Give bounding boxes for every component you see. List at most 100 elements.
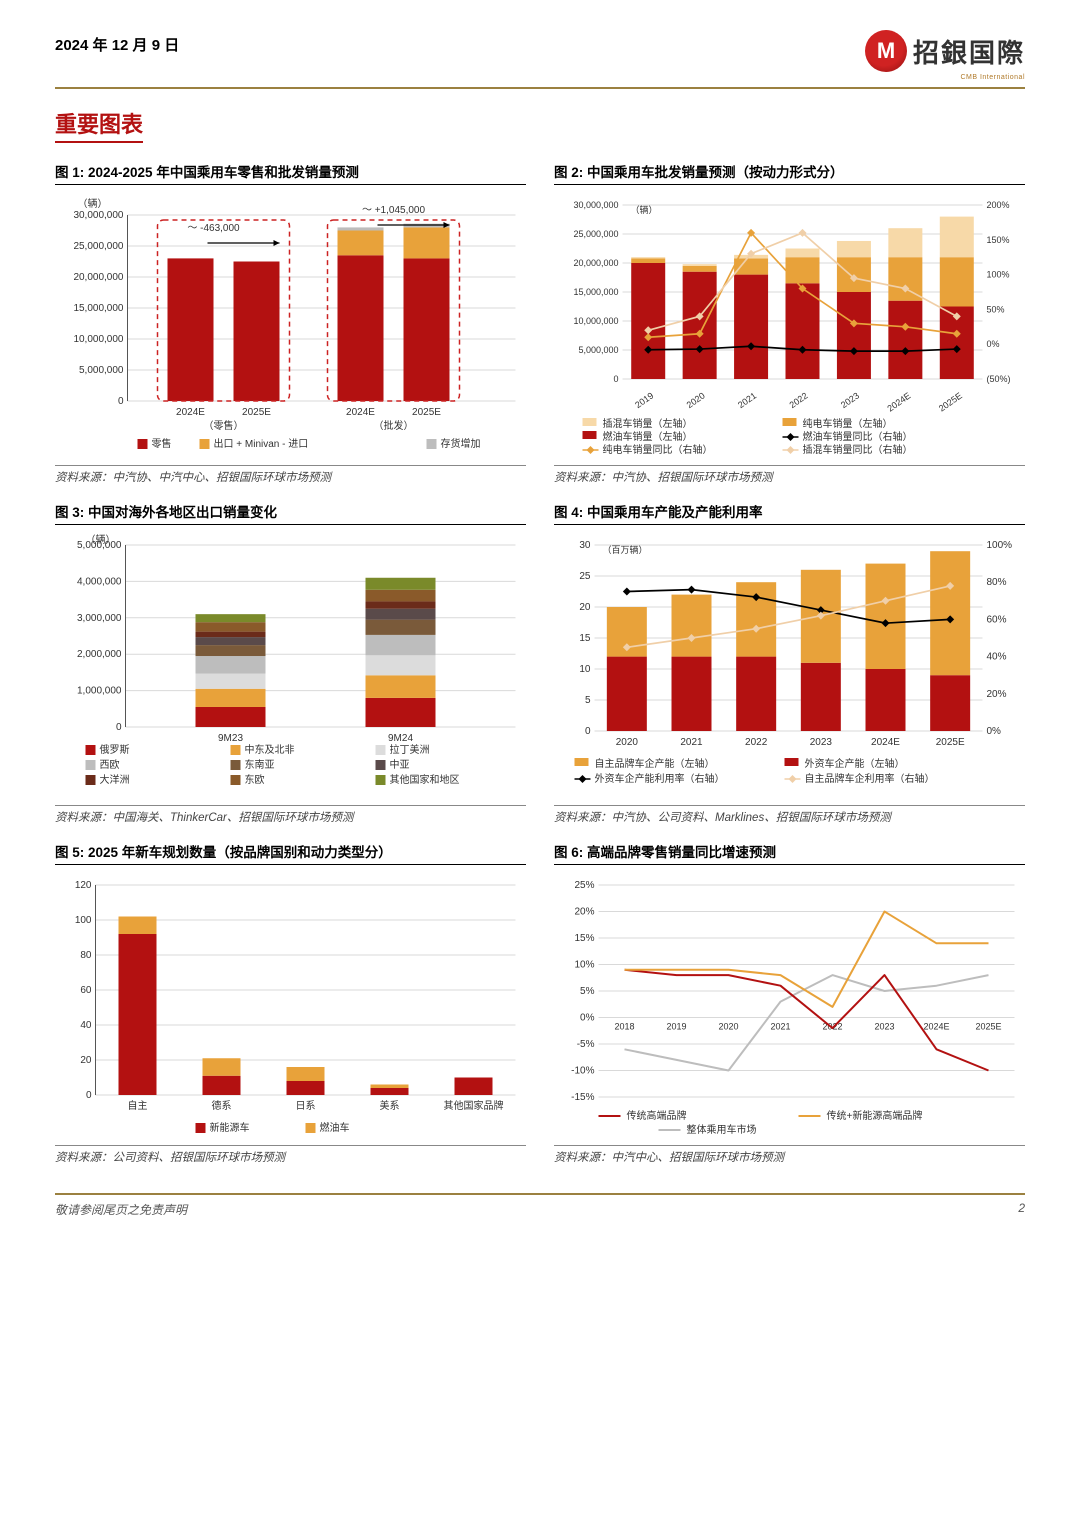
svg-text:20: 20 xyxy=(579,602,591,613)
svg-text:10,000,000: 10,000,000 xyxy=(73,334,123,345)
chart1-title: 图 1: 2024-2025 年中国乘用车零售和批发销量预测 xyxy=(55,161,526,185)
footer-right: 2 xyxy=(1018,1201,1025,1218)
svg-text:0%: 0% xyxy=(987,726,1002,737)
svg-text:2025E: 2025E xyxy=(936,737,965,748)
svg-text:中亚: 中亚 xyxy=(390,758,410,771)
svg-text:4,000,000: 4,000,000 xyxy=(77,576,122,587)
svg-text:5,000,000: 5,000,000 xyxy=(79,365,124,376)
svg-text:2024E: 2024E xyxy=(923,1022,949,1032)
svg-text:20,000,000: 20,000,000 xyxy=(73,272,123,283)
svg-text:2019: 2019 xyxy=(633,390,655,410)
svg-text:外资车企产能（左轴）: 外资车企产能（左轴） xyxy=(805,757,905,770)
svg-text:传统+新能源高端品牌: 传统+新能源高端品牌 xyxy=(827,1109,923,1122)
svg-text:20,000,000: 20,000,000 xyxy=(573,258,618,268)
svg-text:美系: 美系 xyxy=(380,1099,400,1112)
svg-text:50%: 50% xyxy=(987,304,1005,314)
svg-text:东南亚: 东南亚 xyxy=(245,758,275,771)
svg-text:80: 80 xyxy=(80,950,92,961)
chart6-title: 图 6: 高端品牌零售销量同比增速预测 xyxy=(554,841,1025,865)
svg-text:2021: 2021 xyxy=(770,1022,790,1032)
svg-text:80%: 80% xyxy=(987,577,1007,588)
svg-text:拉丁美洲: 拉丁美洲 xyxy=(390,743,430,756)
svg-text:中东及北非: 中东及北非 xyxy=(245,743,295,756)
svg-text:整体乘用车市场: 整体乘用车市场 xyxy=(687,1123,757,1136)
svg-text:-15%: -15% xyxy=(571,1092,594,1103)
svg-text:15: 15 xyxy=(579,633,591,644)
svg-text:120: 120 xyxy=(75,880,92,891)
chart2-title: 图 2: 中国乘用车批发销量预测（按动力形式分） xyxy=(554,161,1025,185)
svg-text:2020: 2020 xyxy=(685,390,707,410)
svg-text:200%: 200% xyxy=(987,200,1010,210)
chart1-source: 资料来源：中汽协、中汽中心、招银国际环球市场预测 xyxy=(55,465,526,485)
svg-text:2024E: 2024E xyxy=(346,407,375,418)
svg-text:2018: 2018 xyxy=(614,1022,634,1032)
header-rule xyxy=(55,87,1025,89)
page-date: 2024 年 12 月 9 日 xyxy=(55,30,179,55)
svg-text:5: 5 xyxy=(585,695,591,706)
svg-text:100%: 100% xyxy=(987,270,1010,280)
chart5-source: 资料来源：公司资料、招银国际环球市场预测 xyxy=(55,1145,526,1165)
svg-text:1,000,000: 1,000,000 xyxy=(77,686,122,697)
svg-text:25%: 25% xyxy=(574,880,594,891)
chart3: 01,000,0002,000,0003,000,0004,000,0005,0… xyxy=(55,531,526,801)
svg-text:2023: 2023 xyxy=(874,1022,894,1032)
svg-text:40: 40 xyxy=(80,1020,92,1031)
svg-text:（辆）: （辆） xyxy=(78,197,108,210)
svg-text:自主品牌车企利用率（右轴）: 自主品牌车企利用率（右轴） xyxy=(805,772,935,785)
svg-text:0: 0 xyxy=(118,396,124,407)
svg-text:30,000,000: 30,000,000 xyxy=(73,210,123,221)
svg-text:10,000,000: 10,000,000 xyxy=(573,316,618,326)
svg-text:2,000,000: 2,000,000 xyxy=(77,649,122,660)
svg-text:外资车企产能利用率（右轴）: 外资车企产能利用率（右轴） xyxy=(595,772,725,785)
svg-text:自主品牌车企产能（左轴）: 自主品牌车企产能（左轴） xyxy=(595,757,715,770)
svg-text:纯电车销量同比（右轴）: 纯电车销量同比（右轴） xyxy=(603,443,713,456)
svg-text:-5%: -5% xyxy=(577,1039,595,1050)
chart2-source: 资料来源：中汽协、招银国际环球市场预测 xyxy=(554,465,1025,485)
svg-text:20: 20 xyxy=(80,1055,92,1066)
svg-text:2021: 2021 xyxy=(736,390,758,410)
svg-text:2025E: 2025E xyxy=(937,390,964,413)
svg-text:其他国家和地区: 其他国家和地区 xyxy=(390,773,460,786)
chart5: 020406080100120自主德系日系美系其他国家品牌新能源车燃油车 xyxy=(55,871,526,1141)
svg-text:15,000,000: 15,000,000 xyxy=(73,303,123,314)
svg-text:2023: 2023 xyxy=(810,737,833,748)
svg-text:纯电车销量（左轴）: 纯电车销量（左轴） xyxy=(803,417,893,430)
svg-text:2024E: 2024E xyxy=(885,390,912,413)
chart3-title: 图 3: 中国对海外各地区出口销量变化 xyxy=(55,501,526,525)
chart3-source: 资料来源：中国海关、ThinkerCar、招银国际环球市场预测 xyxy=(55,805,526,825)
svg-text:出口 + Minivan - 进口: 出口 + Minivan - 进口 xyxy=(214,437,309,450)
svg-text:25: 25 xyxy=(579,571,591,582)
svg-text:0: 0 xyxy=(613,374,618,384)
svg-text:-10%: -10% xyxy=(571,1066,594,1077)
footer-left: 敬请参阅尾页之免责声明 xyxy=(55,1201,187,1218)
svg-text:(50%): (50%) xyxy=(987,374,1011,384)
svg-text:2024E: 2024E xyxy=(176,407,205,418)
svg-text:2020: 2020 xyxy=(616,737,639,748)
svg-text:5,000,000: 5,000,000 xyxy=(578,345,618,355)
svg-text:燃油车销量同比（右轴）: 燃油车销量同比（右轴） xyxy=(803,430,913,443)
svg-text:大洋洲: 大洋洲 xyxy=(100,773,130,786)
chart2: 0 5,000,000 10,000,000 15,000,000 20,000,000… xyxy=(554,191,1025,461)
chart4-title: 图 4: 中国乘用车产能及产能利用率 xyxy=(554,501,1025,525)
svg-text:2021: 2021 xyxy=(680,737,703,748)
svg-text:2025E: 2025E xyxy=(242,407,271,418)
svg-text:0: 0 xyxy=(585,726,591,737)
section-title: 重要图表 xyxy=(55,107,143,143)
svg-text:（辆）: （辆） xyxy=(631,204,658,215)
chart4: 0510152025300%20%40%60%80%100%（百万辆）20202… xyxy=(554,531,1025,801)
svg-text:插混车销量（左轴）: 插混车销量（左轴） xyxy=(603,417,693,430)
svg-text:自主: 自主 xyxy=(128,1099,148,1112)
svg-text:俄罗斯: 俄罗斯 xyxy=(100,743,130,756)
svg-text:～ -463,000: ～ -463,000 xyxy=(187,223,240,234)
svg-text:0%: 0% xyxy=(987,339,1000,349)
svg-text:9M23: 9M23 xyxy=(218,733,243,744)
svg-text:60: 60 xyxy=(80,985,92,996)
svg-text:5%: 5% xyxy=(580,986,595,997)
svg-text:9M24: 9M24 xyxy=(388,733,413,744)
svg-text:60%: 60% xyxy=(987,614,1007,625)
svg-text:2025E: 2025E xyxy=(975,1022,1001,1032)
svg-text:15,000,000: 15,000,000 xyxy=(573,287,618,297)
svg-text:30,000,000: 30,000,000 xyxy=(573,200,618,210)
svg-text:2022: 2022 xyxy=(745,737,768,748)
svg-text:插混车销量同比（右轴）: 插混车销量同比（右轴） xyxy=(803,443,913,456)
